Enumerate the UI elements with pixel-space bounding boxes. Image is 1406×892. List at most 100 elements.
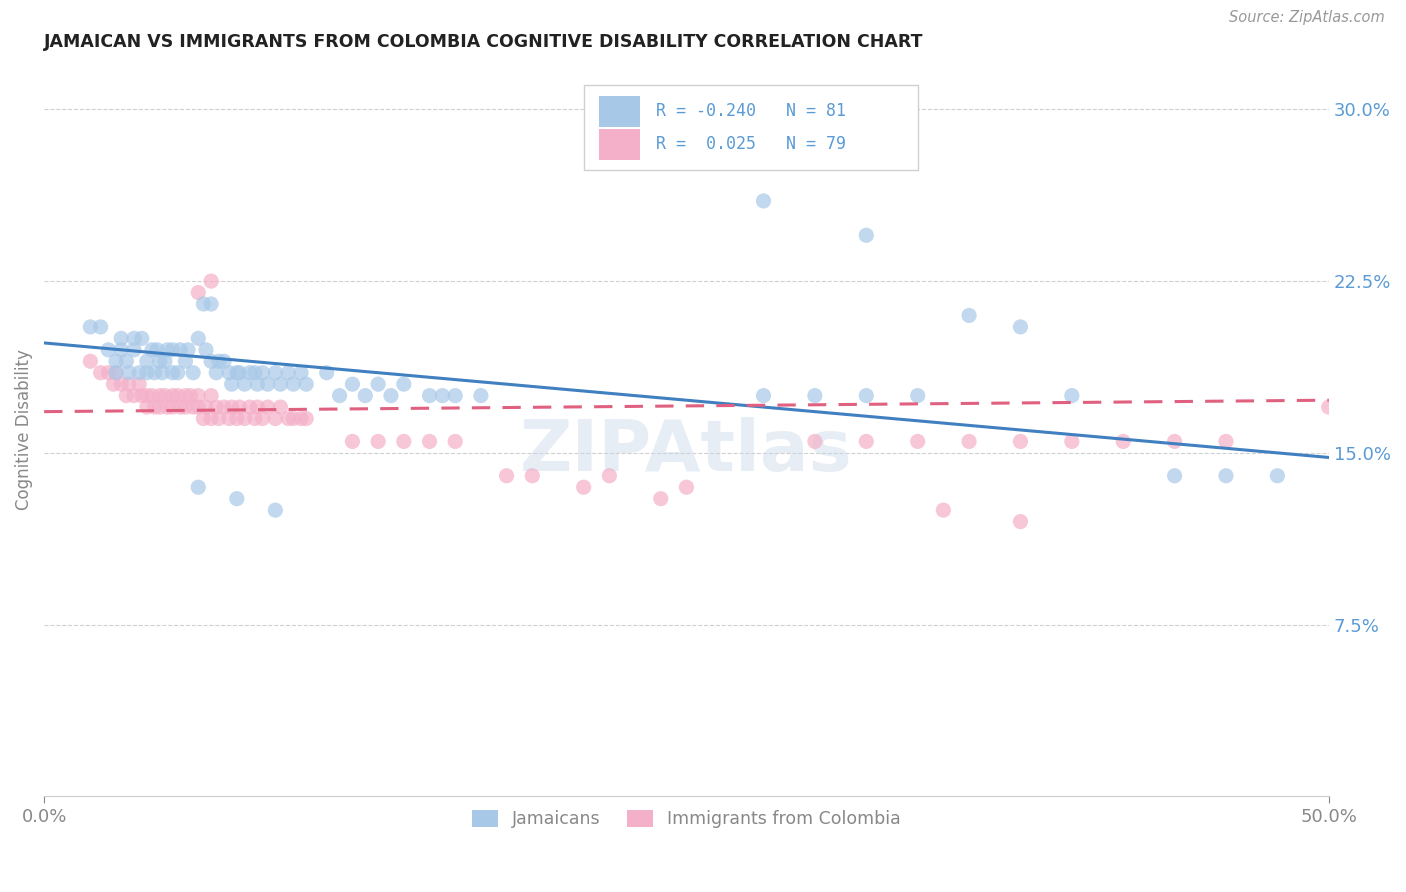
Point (105, 366, 128, 380)
Point (166, 366, 188, 380)
Point (1060, 434, 1083, 449)
Point (225, 491, 247, 506)
Point (79, 319, 101, 334)
Point (225, 411, 247, 425)
Point (122, 331, 145, 345)
Point (177, 343, 200, 357)
Point (228, 366, 250, 380)
Point (1267, 468, 1289, 483)
Point (269, 400, 291, 414)
Point (174, 354, 197, 368)
Point (97, 366, 120, 380)
Point (156, 343, 179, 357)
Point (957, 434, 980, 449)
Point (200, 297, 222, 311)
Point (1112, 434, 1135, 449)
Point (1010, 319, 1032, 334)
Point (290, 366, 312, 380)
Point (103, 377, 125, 392)
Point (522, 468, 544, 483)
Point (295, 411, 318, 425)
Point (180, 389, 202, 403)
Point (149, 389, 172, 403)
Point (932, 503, 955, 517)
Point (218, 366, 240, 380)
Point (264, 411, 287, 425)
Point (277, 411, 299, 425)
Point (470, 389, 492, 403)
Point (246, 400, 269, 414)
Point (208, 411, 231, 425)
Point (187, 331, 209, 345)
Point (252, 366, 274, 380)
Point (128, 366, 150, 380)
Point (418, 434, 440, 449)
Legend: Jamaicans, Immigrants from Colombia: Jamaicans, Immigrants from Colombia (465, 803, 907, 836)
Point (174, 389, 197, 403)
Point (233, 411, 256, 425)
Point (193, 411, 215, 425)
Point (187, 285, 209, 300)
Point (256, 377, 278, 392)
Point (221, 377, 243, 392)
Point (342, 434, 364, 449)
Point (380, 389, 402, 403)
Text: JAMAICAN VS IMMIGRANTS FROM COLOMBIA COGNITIVE DISABILITY CORRELATION CHART: JAMAICAN VS IMMIGRANTS FROM COLOMBIA COG… (44, 33, 924, 51)
Point (315, 366, 337, 380)
Point (252, 411, 274, 425)
Point (135, 389, 157, 403)
Point (162, 400, 184, 414)
Point (444, 434, 467, 449)
Point (149, 354, 172, 368)
Text: Source: ZipAtlas.com: Source: ZipAtlas.com (1229, 11, 1385, 25)
Point (110, 377, 132, 392)
Point (105, 366, 128, 380)
Point (205, 366, 228, 380)
Point (205, 400, 228, 414)
Point (143, 400, 166, 414)
Point (193, 297, 215, 311)
Point (141, 343, 163, 357)
Point (218, 411, 240, 425)
Point (212, 354, 235, 368)
Point (200, 274, 222, 288)
Point (243, 411, 266, 425)
Point (295, 377, 318, 392)
Point (200, 354, 222, 368)
Point (246, 377, 269, 392)
Point (169, 400, 191, 414)
Point (162, 389, 184, 403)
Point (239, 366, 262, 380)
Point (135, 354, 157, 368)
Point (1163, 434, 1185, 449)
Point (212, 400, 235, 414)
Point (141, 389, 163, 403)
Point (1010, 515, 1032, 529)
Point (572, 480, 595, 494)
Point (200, 389, 222, 403)
FancyBboxPatch shape (599, 128, 640, 160)
Point (752, 194, 775, 208)
Point (392, 377, 415, 392)
Point (105, 354, 128, 368)
Point (432, 389, 454, 403)
Point (804, 389, 827, 403)
Point (194, 400, 217, 414)
Point (153, 389, 176, 403)
Point (495, 468, 517, 483)
Point (418, 389, 440, 403)
Text: R =  0.025   N = 79: R = 0.025 N = 79 (655, 135, 845, 153)
Point (329, 389, 352, 403)
Point (115, 354, 138, 368)
Point (752, 389, 775, 403)
Point (181, 366, 204, 380)
Point (187, 480, 209, 494)
Point (650, 491, 672, 506)
Point (804, 434, 827, 449)
Point (367, 377, 389, 392)
Point (290, 411, 312, 425)
Point (277, 366, 299, 380)
Point (264, 366, 287, 380)
Point (118, 377, 141, 392)
Point (598, 468, 620, 483)
